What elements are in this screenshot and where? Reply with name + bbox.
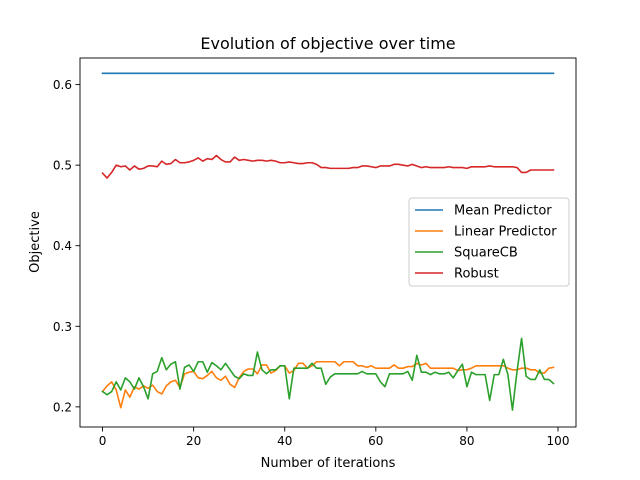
- y-tick-label: 0.3: [53, 320, 72, 334]
- x-tick-label: 100: [547, 434, 570, 448]
- chart-title: Evolution of objective over time: [200, 34, 455, 53]
- x-axis-label: Number of iterations: [261, 456, 396, 471]
- x-tick-label: 40: [277, 434, 292, 448]
- series-line-linear-predictor: [101, 360, 555, 409]
- y-tick-label: 0.4: [53, 239, 72, 253]
- legend-box: [408, 197, 570, 287]
- axes-layer: 0 20 40 60 80 100 0.2 0.3 0.4 0.5 0.6: [53, 57, 577, 448]
- series-line-squarecb: [101, 337, 555, 411]
- legend: Mean Predictor Linear Predictor SquareCB Ro…: [408, 197, 570, 287]
- y-axis-label: Objective: [28, 211, 43, 273]
- legend-label: Mean Predictor: [454, 204, 552, 219]
- x-tick-label: 0: [99, 434, 107, 448]
- series-line-robust: [101, 154, 555, 179]
- x-tick-label: 20: [186, 434, 201, 448]
- plot-frame: [79, 57, 577, 428]
- legend-label: SquareCB: [454, 246, 518, 261]
- legend-label: Robust: [454, 267, 499, 282]
- y-tick-label: 0.2: [53, 400, 72, 414]
- y-tick-label: 0.6: [53, 78, 72, 92]
- series-layer: [101, 72, 555, 411]
- legend-label: Linear Predictor: [454, 225, 557, 240]
- x-tick-label: 80: [459, 434, 474, 448]
- x-tick-label: 60: [368, 434, 383, 448]
- y-tick-label: 0.5: [53, 159, 72, 173]
